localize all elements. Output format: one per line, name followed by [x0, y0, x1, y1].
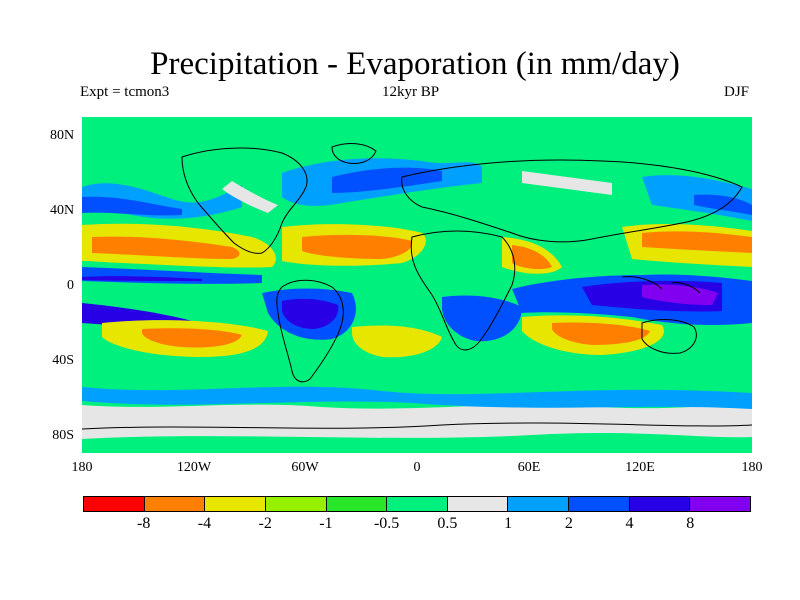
lat-label-80n: 80N — [50, 128, 75, 143]
colorbar-swatch — [144, 497, 206, 511]
lon-label-0: 0 — [413, 460, 421, 475]
antarctica — [82, 433, 752, 453]
amazon-core — [282, 298, 339, 329]
season-label: DJF — [724, 84, 750, 100]
coast-south-america — [276, 279, 344, 383]
lon-label-120e: 120E — [625, 460, 655, 475]
south-indian-dry-orange — [552, 322, 650, 345]
southern-ice-band — [82, 404, 752, 439]
colorbar-label: -8 — [137, 515, 151, 532]
north-america-grey — [222, 181, 278, 213]
south-atlantic-dry-yellow — [352, 325, 442, 358]
precip-evap-map — [82, 117, 752, 453]
lon-label-60e: 60E — [517, 460, 541, 475]
colorbar-swatch — [447, 497, 509, 511]
lat-label-40s: 40S — [52, 353, 74, 368]
colorbar-swatch — [84, 497, 145, 511]
colorbar-label: 2 — [564, 515, 573, 532]
colorbar-swatch — [569, 497, 630, 511]
colorbar-label: -2 — [258, 515, 272, 532]
coastlines — [82, 143, 752, 430]
coast-indonesia — [621, 276, 701, 294]
south-pacific-dry-orange — [142, 328, 242, 348]
arabian-sea-dry-orange — [512, 245, 552, 270]
colorbar-swatch — [508, 497, 570, 511]
west-pacific-dry-orange — [642, 231, 752, 253]
north-pacific-core — [82, 196, 182, 216]
lat-label-40n: 40N — [50, 203, 75, 218]
coast-antarctica — [82, 422, 752, 430]
colorbar-label: 8 — [686, 515, 695, 532]
colorbar-swatch — [265, 497, 327, 511]
colorbar-swatch — [629, 497, 691, 511]
colorbar-swatch — [326, 497, 388, 511]
colorbar — [83, 496, 751, 512]
colorbar-label: 4 — [625, 515, 634, 532]
north-atlantic-dry-orange — [302, 234, 413, 259]
colorbar-label: 1 — [504, 515, 513, 532]
maritime-continent-core — [642, 284, 718, 305]
colorbar-label: 0.5 — [437, 515, 458, 532]
southern-ocean-band — [82, 386, 752, 409]
colorbar-label: -4 — [197, 515, 212, 532]
eurasia-grey — [522, 171, 612, 195]
map-panel — [82, 117, 752, 453]
colorbar-label: -1 — [319, 515, 333, 532]
experiment-label: Expt = tcmon3 — [80, 84, 170, 100]
north-pacific-dry-orange — [92, 236, 240, 259]
west-pacific-core — [694, 194, 752, 215]
lon-label-180e: 180 — [741, 460, 763, 475]
colorbar-label: -0.5 — [373, 515, 400, 532]
colorbar-swatch — [690, 497, 751, 511]
coast-eurasia — [401, 159, 743, 243]
coast-africa — [410, 230, 516, 351]
itcz-pacific-core — [82, 276, 202, 281]
coast-greenland — [331, 143, 377, 164]
lat-label-80s: 80S — [52, 428, 74, 443]
lat-label-0: 0 — [67, 278, 74, 293]
colorbar-swatch — [387, 497, 448, 511]
coast-north-america — [181, 147, 308, 254]
lon-label-120w: 120W — [176, 460, 212, 475]
lon-label-60w: 60W — [291, 460, 319, 475]
coast-australia — [641, 319, 697, 354]
period-label: 12kyr BP — [382, 84, 440, 100]
map-title: Precipitation - Evaporation (in mm/day) — [150, 46, 680, 82]
congo-wet — [442, 295, 522, 342]
colorbar-swatch — [205, 497, 266, 511]
lon-label-180w: 180 — [71, 460, 93, 475]
